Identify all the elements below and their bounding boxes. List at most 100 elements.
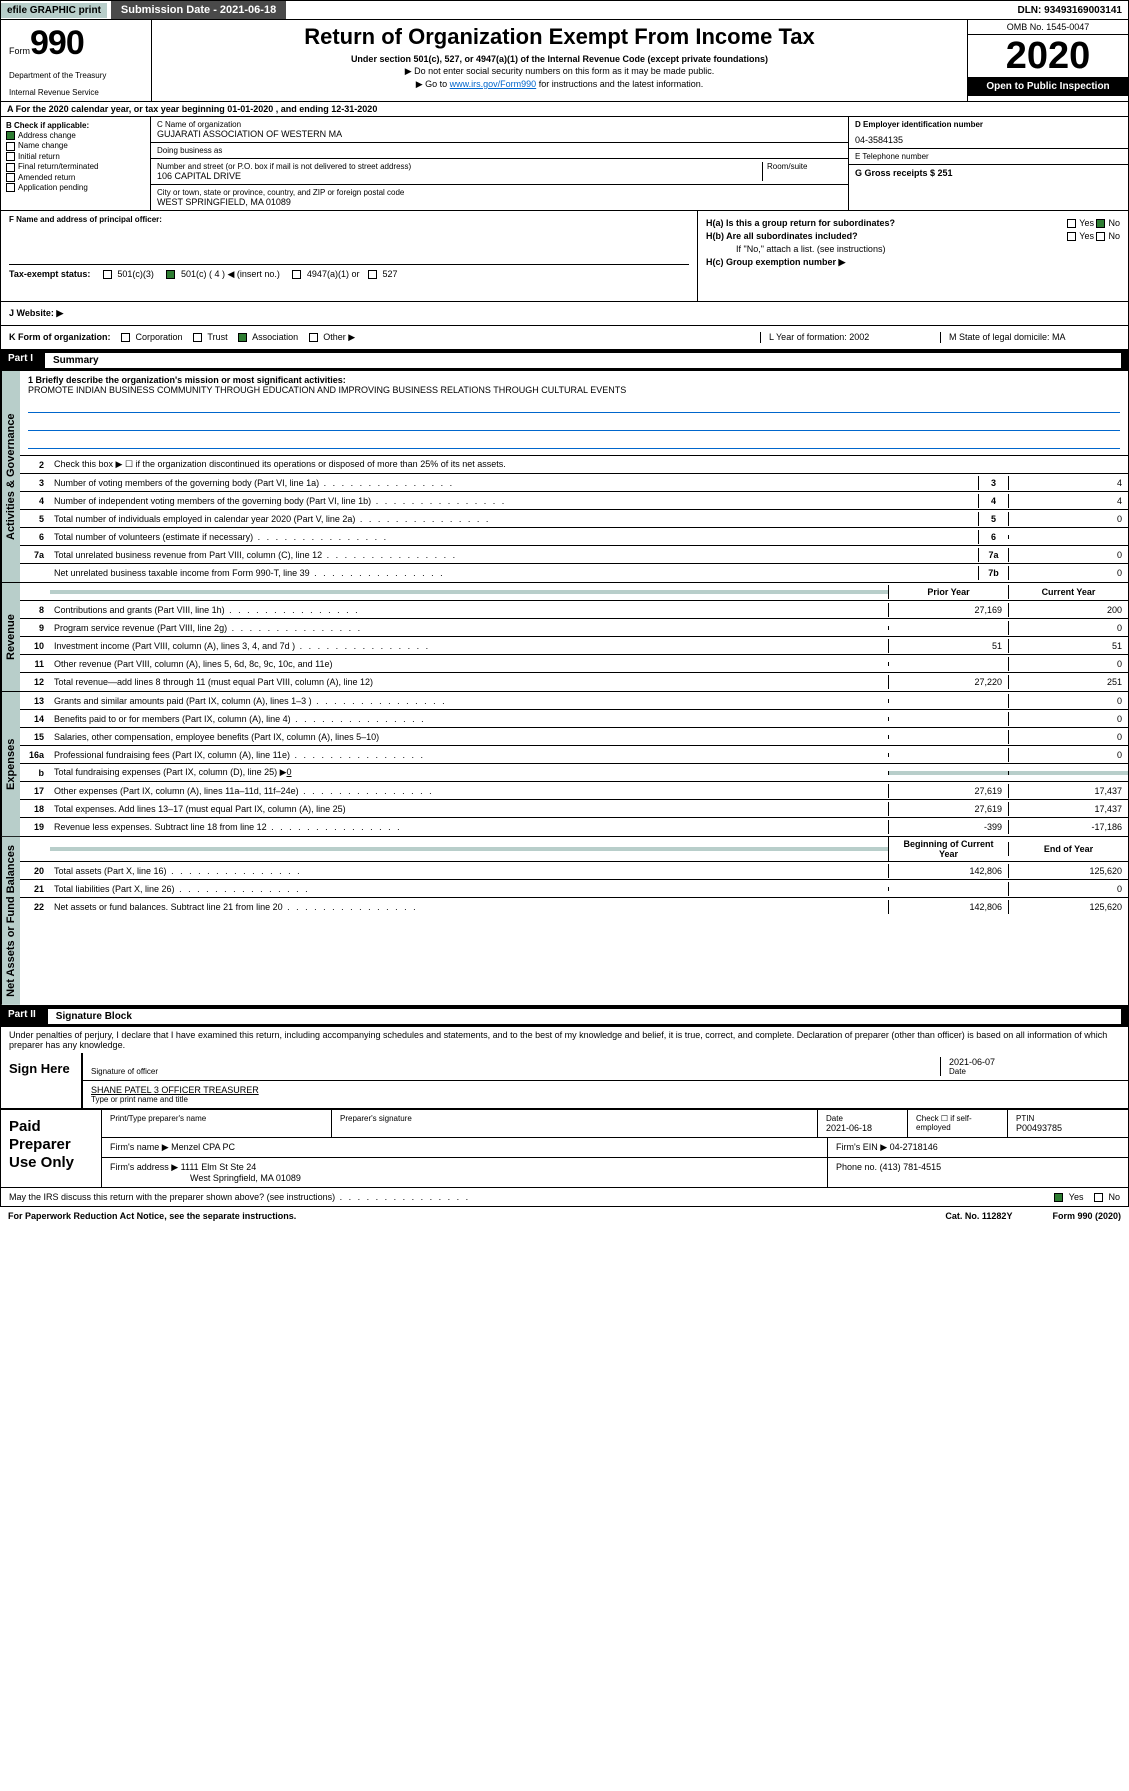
gross-receipts: G Gross receipts $ 251: [849, 165, 1128, 181]
tax-year: 2020: [968, 35, 1128, 77]
dln: DLN: 93493169003141: [1017, 5, 1128, 16]
firm-name: Menzel CPA PC: [171, 1142, 235, 1152]
year-formation: L Year of formation: 2002: [760, 332, 940, 343]
chk-ha-no[interactable]: [1096, 219, 1105, 228]
irs-link[interactable]: www.irs.gov/Form990: [450, 79, 537, 89]
firm-city: West Springfield, MA 01089: [110, 1173, 819, 1183]
chk-assoc[interactable]: [238, 333, 247, 342]
firm-addr: 1111 Elm St Ste 24: [181, 1162, 257, 1172]
chk-501c3[interactable]: [103, 270, 112, 279]
val-7b: 0: [1008, 566, 1128, 580]
sig-date: 2021-06-07: [949, 1057, 1120, 1067]
website-row: J Website: ▶: [0, 302, 1129, 326]
na-20b: 142,806: [888, 864, 1008, 878]
firm-ein: 04-2718146: [890, 1142, 938, 1152]
chk-hb-no[interactable]: [1096, 232, 1105, 241]
perjury-statement: Under penalties of perjury, I declare th…: [1, 1027, 1128, 1053]
expenses-section: Expenses 13Grants and similar amounts pa…: [0, 692, 1129, 837]
chk-final[interactable]: [6, 163, 15, 172]
exp-19p: -399: [888, 820, 1008, 834]
open-public: Open to Public Inspection: [968, 77, 1128, 96]
exp-18c: 17,437: [1008, 802, 1128, 816]
na-22e: 125,620: [1008, 900, 1128, 914]
val-5: 0: [1008, 512, 1128, 526]
instr-2: ▶ Go to www.irs.gov/Form990 for instruct…: [156, 79, 963, 90]
rev-8p: 27,169: [888, 603, 1008, 617]
ein: 04-3584135: [855, 135, 1122, 145]
form-number: 990: [30, 24, 84, 63]
exp-19c: -17,186: [1008, 820, 1128, 834]
ptin: P00493785: [1016, 1123, 1120, 1133]
dept-label: Department of the Treasury: [9, 71, 143, 80]
discuss-row: May the IRS discuss this return with the…: [0, 1188, 1129, 1207]
exp-17p: 27,619: [888, 784, 1008, 798]
instr-1: ▶ Do not enter social security numbers o…: [156, 66, 963, 77]
officer-section: F Name and address of principal officer:…: [0, 211, 1129, 302]
k-row: K Form of organization: Corporation Trus…: [0, 326, 1129, 350]
efile-label[interactable]: efile GRAPHIC print: [1, 3, 107, 18]
firm-phone: (413) 781-4515: [880, 1162, 942, 1172]
rev-10p: 51: [888, 639, 1008, 653]
chk-trust[interactable]: [193, 333, 202, 342]
exp-15c: 0: [1008, 730, 1128, 744]
form-subtitle: Under section 501(c), 527, or 4947(a)(1)…: [156, 54, 963, 64]
rev-8c: 200: [1008, 603, 1128, 617]
footer: For Paperwork Reduction Act Notice, see …: [0, 1207, 1129, 1225]
org-city: WEST SPRINGFIELD, MA 01089: [157, 197, 842, 207]
chk-hb-yes[interactable]: [1067, 232, 1076, 241]
val-6: [1008, 535, 1128, 539]
exp-17c: 17,437: [1008, 784, 1128, 798]
chk-pending[interactable]: [6, 183, 15, 192]
chk-4947[interactable]: [292, 270, 301, 279]
rev-10c: 51: [1008, 639, 1128, 653]
state-domicile: M State of legal domicile: MA: [940, 332, 1120, 343]
mission-text: PROMOTE INDIAN BUSINESS COMMUNITY THROUG…: [28, 385, 1120, 395]
gov-label: Activities & Governance: [1, 371, 20, 582]
prep-date: 2021-06-18: [826, 1123, 899, 1133]
form-prefix: Form: [9, 46, 30, 56]
omb-number: OMB No. 1545-0047: [968, 20, 1128, 35]
signature-section: Under penalties of perjury, I declare th…: [0, 1027, 1129, 1188]
exp-label: Expenses: [1, 692, 20, 836]
chk-ha-yes[interactable]: [1067, 219, 1076, 228]
rev-12p: 27,220: [888, 675, 1008, 689]
exp-14c: 0: [1008, 712, 1128, 726]
sign-here-label: Sign Here: [1, 1053, 81, 1108]
exp-16ac: 0: [1008, 748, 1128, 762]
netassets-section: Net Assets or Fund Balances Beginning of…: [0, 837, 1129, 1006]
topbar: efile GRAPHIC print Submission Date - 20…: [0, 0, 1129, 20]
info-grid: B Check if applicable: Address change Na…: [0, 117, 1129, 211]
chk-501c[interactable]: [166, 270, 175, 279]
exp-18p: 27,619: [888, 802, 1008, 816]
section-a: A For the 2020 calendar year, or tax yea…: [0, 102, 1129, 117]
chk-discuss-no[interactable]: [1094, 1193, 1103, 1202]
form-title: Return of Organization Exempt From Incom…: [156, 24, 963, 50]
part2-header: Part II Signature Block: [0, 1006, 1129, 1027]
chk-name-change[interactable]: [6, 142, 15, 151]
na-22b: 142,806: [888, 900, 1008, 914]
revenue-section: Revenue Prior YearCurrent Year 8Contribu…: [0, 583, 1129, 692]
cat-no: Cat. No. 11282Y: [945, 1211, 1012, 1221]
form-header: Form 990 Department of the Treasury Inte…: [0, 20, 1129, 102]
org-addr: 106 CAPITAL DRIVE: [157, 171, 762, 181]
exp-13c: 0: [1008, 694, 1128, 708]
check-column: B Check if applicable: Address change Na…: [1, 117, 151, 210]
na-21e: 0: [1008, 882, 1128, 896]
chk-other[interactable]: [309, 333, 318, 342]
governance-section: Activities & Governance 1 Briefly descri…: [0, 371, 1129, 583]
na-20e: 125,620: [1008, 864, 1128, 878]
chk-initial[interactable]: [6, 152, 15, 161]
chk-corp[interactable]: [121, 333, 130, 342]
rev-11c: 0: [1008, 657, 1128, 671]
val-7a: 0: [1008, 548, 1128, 562]
chk-addr-change[interactable]: [6, 131, 15, 140]
chk-discuss-yes[interactable]: [1054, 1193, 1063, 1202]
part1-header: Part I Summary: [0, 350, 1129, 371]
submission-date: Submission Date - 2021-06-18: [111, 1, 286, 19]
chk-527[interactable]: [368, 270, 377, 279]
rev-12c: 251: [1008, 675, 1128, 689]
rev-9c: 0: [1008, 621, 1128, 635]
val-3: 4: [1008, 476, 1128, 490]
net-label: Net Assets or Fund Balances: [1, 837, 20, 1005]
chk-amended[interactable]: [6, 173, 15, 182]
